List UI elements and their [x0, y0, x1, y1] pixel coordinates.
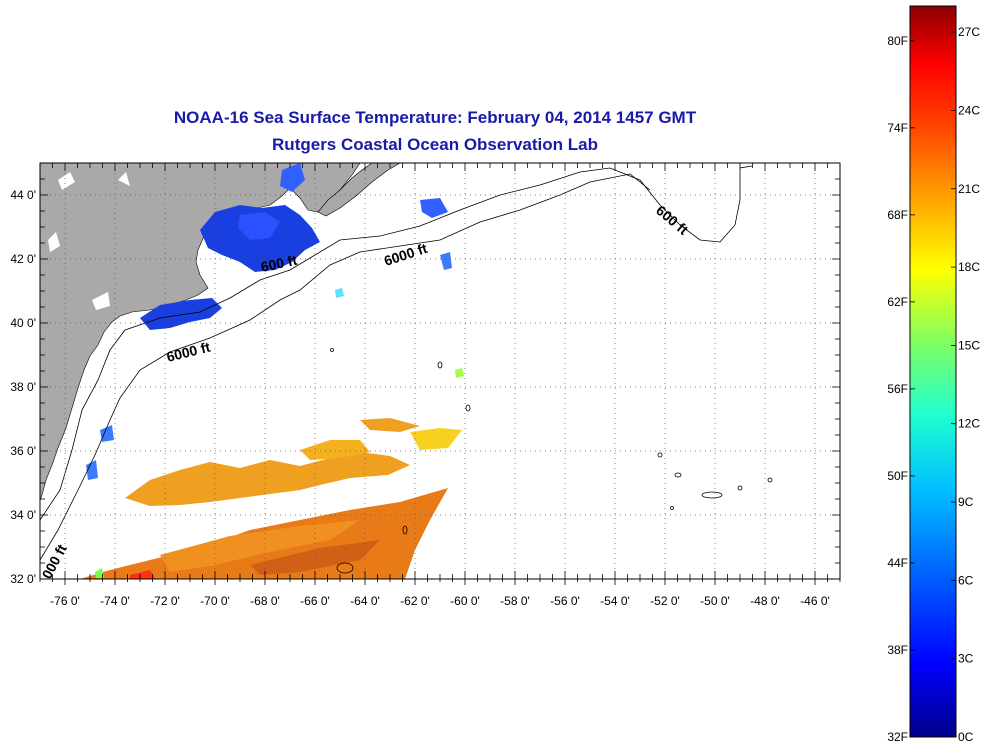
contour-6000ft	[40, 173, 651, 561]
contour-label: 6000 ft	[165, 339, 212, 365]
longitude-label: -70 0'	[200, 594, 230, 608]
longitude-label: -52 0'	[650, 594, 680, 608]
colorbar-celsius-label: 6C	[958, 573, 974, 587]
longitude-label: -64 0'	[350, 594, 380, 608]
colorbar-fahrenheit-label: 44F	[887, 556, 908, 570]
contour-label: 600 ft	[653, 202, 692, 238]
longitude-label: -62 0'	[400, 594, 430, 608]
colorbar-celsius-label: 15C	[958, 338, 980, 352]
colorbar-fahrenheit-label: 32F	[887, 730, 908, 744]
longitude-label: -54 0'	[600, 594, 630, 608]
longitude-label: -72 0'	[150, 594, 180, 608]
longitude-label: -56 0'	[550, 594, 580, 608]
longitude-label: -46 0'	[800, 594, 830, 608]
colorbar-celsius-label: 18C	[958, 260, 980, 274]
colorbar-celsius-label: 21C	[958, 182, 980, 196]
colorbar-fahrenheit-labels: 80F 74F 68F 62F 56F 50F 44F 38F 32F	[887, 34, 908, 744]
colorbar-fahrenheit-label: 80F	[887, 34, 908, 48]
map-title: NOAA-16 Sea Surface Temperature: Februar…	[173, 108, 697, 127]
map-grid	[40, 163, 840, 579]
land-nova-scotia	[317, 163, 401, 217]
colorbar-celsius-label: 24C	[958, 103, 980, 117]
latitude-label: 36 0'	[10, 444, 36, 458]
contour-600ft	[40, 165, 753, 521]
colorbar-celsius-labels: 27C 24C 21C 18C 15C 12C 9C 6C 3C 0C	[958, 25, 980, 744]
longitude-label: -74 0'	[100, 594, 130, 608]
latitude-label: 34 0'	[10, 508, 36, 522]
land-mass	[40, 163, 361, 501]
latitude-label: 42 0'	[10, 252, 36, 266]
latitude-label: 38 0'	[10, 380, 36, 394]
contour-label: 600 ft	[259, 252, 298, 275]
colorbar-fahrenheit-label: 38F	[887, 643, 908, 657]
colorbar-celsius-label: 3C	[958, 652, 974, 666]
colorbar-fahrenheit-label: 74F	[887, 121, 908, 135]
colorbar-fahrenheit-label: 62F	[887, 295, 908, 309]
longitude-label: -48 0'	[750, 594, 780, 608]
longitude-label: -68 0'	[250, 594, 280, 608]
colorbar-celsius-label: 0C	[958, 730, 974, 744]
longitude-label: -66 0'	[300, 594, 330, 608]
colorbar-fahrenheit-label: 50F	[887, 469, 908, 483]
colorbar-celsius-label: 9C	[958, 495, 974, 509]
latitude-label: 44 0'	[10, 188, 36, 202]
longitude-label: -60 0'	[450, 594, 480, 608]
latitude-labels: 44 0' 42 0' 40 0' 38 0' 36 0' 34 0' 32 0'	[10, 188, 36, 586]
colorbar-celsius-label: 12C	[958, 417, 980, 431]
colorbar	[909, 5, 957, 738]
longitude-labels: -76 0' -74 0' -72 0' -70 0' -68 0' -66 0' -64 …	[50, 594, 830, 608]
map-subtitle: Rutgers Coastal Ocean Observation Lab	[272, 135, 598, 154]
axis-ticks	[39, 162, 841, 585]
longitude-label: -50 0'	[700, 594, 730, 608]
map-frame-content	[40, 163, 840, 579]
colorbar-ticks	[910, 31, 956, 738]
longitude-label: -58 0'	[500, 594, 530, 608]
latitude-label: 40 0'	[10, 316, 36, 330]
sst-patch-warm	[125, 452, 410, 506]
contour-label: 6000 ft	[382, 240, 429, 269]
colorbar-fahrenheit-label: 68F	[887, 208, 908, 222]
colorbar-fahrenheit-label: 56F	[887, 382, 908, 396]
latitude-label: 32 0'	[10, 572, 36, 586]
longitude-label: -76 0'	[50, 594, 80, 608]
colorbar-celsius-label: 27C	[958, 25, 980, 39]
